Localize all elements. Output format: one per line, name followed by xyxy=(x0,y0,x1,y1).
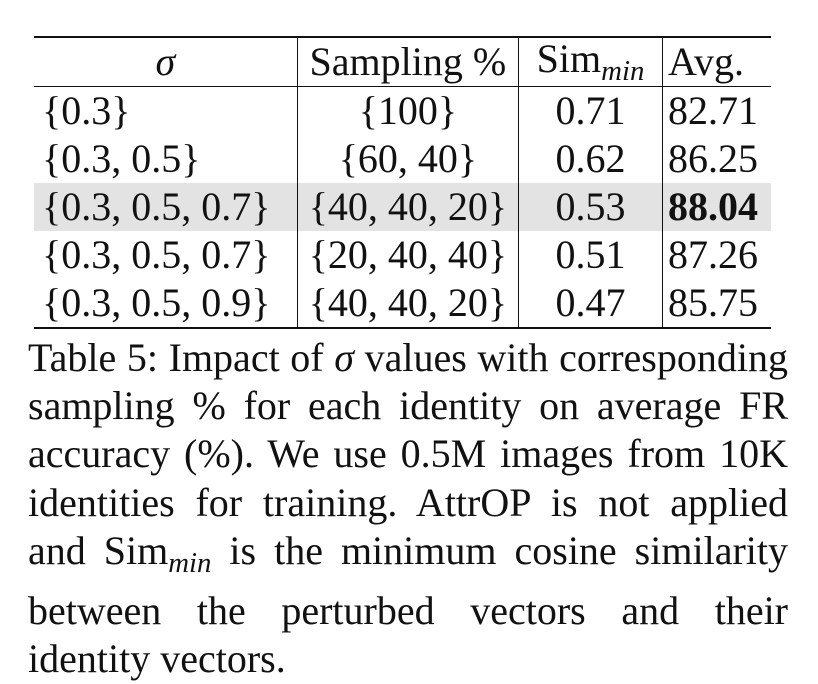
cell-avg: 82.71 xyxy=(662,86,771,135)
caption-text-part3: is the minimum cosine similarity between… xyxy=(28,527,788,682)
cell-sigma: {0.3, 0.5} xyxy=(42,136,201,181)
cell-sim-min: 0.47 xyxy=(517,279,663,328)
cell-sampling: {20, 40, 40} xyxy=(296,231,519,279)
header-sampling: Sampling % xyxy=(296,37,519,87)
header-sim-base: Sim xyxy=(536,35,602,81)
cell-sim-min: 0.62 xyxy=(517,135,663,183)
caption-text-part1: Table 5: Impact of xyxy=(28,335,335,380)
header-sim-min: Simmin xyxy=(517,35,663,87)
cell-sigma: {0.3, 0.5, 0.7} xyxy=(42,232,271,277)
results-table: σ Sampling % Simmin Avg. {0.3} {100} 0.7… xyxy=(34,36,771,329)
cell-sigma: {0.3, 0.5, 0.9} xyxy=(42,280,271,325)
cell-avg: 85.75 xyxy=(662,279,771,328)
table-row: {0.3, 0.5, 0.7} {20, 40, 40} 0.51 87.26 xyxy=(34,231,771,279)
table-row-highlighted: {0.3, 0.5, 0.7} {40, 40, 20} 0.53 88.04 xyxy=(34,183,771,231)
cell-avg: 87.26 xyxy=(662,231,771,279)
caption-sigma-symbol: σ xyxy=(334,335,354,380)
cell-avg: 86.25 xyxy=(662,135,771,183)
caption-sim-subscript: min xyxy=(168,546,212,579)
cell-sampling: {40, 40, 20} xyxy=(296,183,519,231)
header-sigma: σ xyxy=(34,37,298,87)
header-avg: Avg. xyxy=(662,37,771,87)
table-row: {0.3} {100} 0.71 82.71 xyxy=(34,86,771,135)
cell-sampling: {40, 40, 20} xyxy=(296,279,519,328)
header-sim-subscript: min xyxy=(601,54,645,87)
table-row: {0.3, 0.5} {60, 40} 0.62 86.25 xyxy=(34,135,771,183)
cell-sim-min: 0.53 xyxy=(517,183,663,231)
table-row: {0.3, 0.5, 0.9} {40, 40, 20} 0.47 85.75 xyxy=(34,279,771,328)
caption-text-part2: values with corresponding sampling % for… xyxy=(28,335,788,573)
table-caption: Table 5: Impact of σ values with corresp… xyxy=(28,334,788,683)
cell-sampling: {100} xyxy=(296,86,519,135)
results-table-container: σ Sampling % Simmin Avg. {0.3} {100} 0.7… xyxy=(34,36,771,329)
cell-sigma: {0.3, 0.5, 0.7} xyxy=(34,183,298,231)
table-header-row: σ Sampling % Simmin Avg. xyxy=(34,37,771,87)
cell-sim-min: 0.71 xyxy=(517,86,663,135)
cell-sim-min: 0.51 xyxy=(517,231,663,279)
caption-sim-base: Sim xyxy=(103,527,169,573)
cell-avg-best: 88.04 xyxy=(662,183,771,231)
cell-sampling: {60, 40} xyxy=(296,135,519,183)
cell-sigma: {0.3} xyxy=(42,88,131,133)
